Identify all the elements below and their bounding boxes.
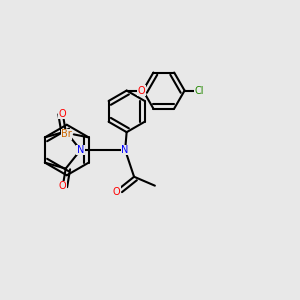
Text: O: O	[138, 85, 145, 96]
Text: N: N	[122, 145, 129, 155]
Text: Cl: Cl	[195, 85, 204, 96]
Text: O: O	[59, 182, 67, 191]
Text: O: O	[112, 187, 120, 196]
Text: O: O	[59, 109, 67, 118]
Text: N: N	[77, 145, 84, 155]
Text: Br: Br	[61, 129, 72, 140]
